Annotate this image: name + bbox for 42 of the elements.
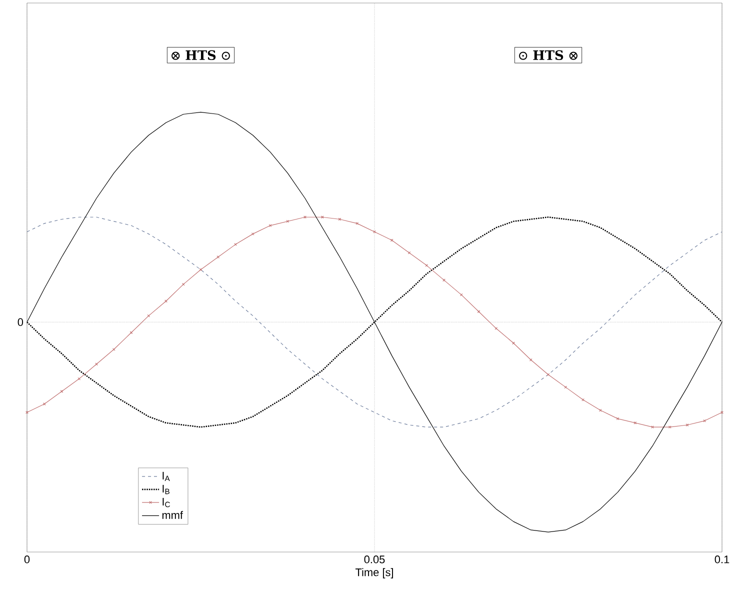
x-tick-label: 0 — [24, 556, 30, 564]
ref-line-label: 0 — [18, 318, 24, 326]
legend-label: I$_{B}$ — [162, 484, 170, 494]
legend-label: I$_{C}$ — [162, 498, 170, 508]
point — [216, 256, 220, 258]
x-tick-label: 0.1 — [714, 556, 730, 564]
point — [95, 362, 98, 366]
point — [164, 300, 168, 303]
text: ⊙ HTS ⊗ — [519, 50, 578, 60]
text: ⊗ HTS ⊙ — [172, 50, 230, 60]
point — [512, 342, 515, 345]
point — [356, 222, 359, 225]
point — [546, 373, 550, 376]
point — [182, 282, 185, 286]
x-tick-label: 0.05 — [364, 556, 385, 564]
point — [373, 230, 376, 234]
legend-label: mmf — [162, 510, 184, 519]
point — [78, 377, 81, 380]
point — [268, 224, 272, 227]
point — [251, 232, 254, 236]
point — [582, 398, 584, 402]
point — [564, 386, 568, 389]
point — [460, 293, 463, 296]
point — [199, 268, 202, 272]
point — [304, 216, 306, 219]
point — [42, 402, 46, 406]
point — [147, 314, 150, 318]
point — [442, 278, 446, 282]
point — [686, 424, 689, 426]
point — [616, 417, 620, 420]
point — [477, 310, 480, 314]
point — [390, 238, 394, 242]
point — [703, 419, 706, 422]
point — [598, 408, 602, 412]
point — [60, 390, 64, 393]
point — [130, 331, 133, 334]
point — [668, 426, 672, 429]
point — [651, 426, 654, 429]
x-axis-title: Time [s] — [355, 568, 393, 578]
legend-label: I$_{A}$ — [162, 472, 170, 482]
point — [234, 243, 237, 246]
point — [408, 251, 411, 254]
